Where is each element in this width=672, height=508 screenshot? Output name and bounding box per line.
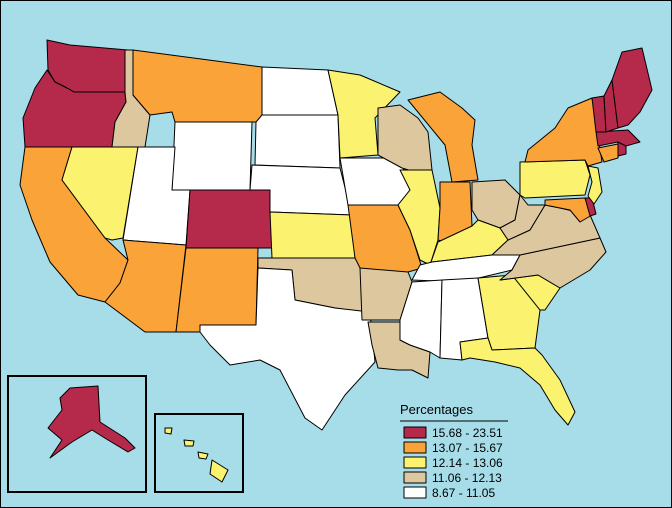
legend-swatch [403,471,427,484]
legend-label: 12.14 - 13.06 [432,456,503,470]
legend-swatch [403,441,427,454]
legend-item-3: 12.14 - 13.06 [403,456,503,470]
legend-label: 13.07 - 15.67 [432,441,503,455]
state-CT [597,143,619,163]
state-WV [499,194,546,241]
state-NJ [587,165,603,205]
state-NM [175,247,259,333]
legend-label: 11.06 - 12.13 [432,471,502,485]
legend-swatch [403,486,427,499]
state-WY [171,121,253,191]
state-NY [524,97,603,167]
alaska-inset-frame [7,375,147,493]
state-ME [611,47,653,129]
state-KS [269,211,356,259]
state-FL [459,337,576,426]
state-ND [261,66,339,116]
legend-item-2: 13.07 - 15.67 [403,441,503,455]
legend-title: Percentages [400,402,473,417]
state-MN [327,69,401,159]
legend-label: 8.67 - 11.05 [432,486,495,500]
legend-label: 15.68 - 23.51 [432,426,503,440]
state-AK [47,385,136,459]
state-MA [595,129,641,147]
hawaii-inset-frame [154,413,244,493]
state-MT [132,49,263,123]
state-TX [199,267,376,431]
state-SD [254,114,341,169]
state-IL [397,169,441,266]
legend-swatch [403,456,427,469]
state-PA [519,159,591,199]
state-CO [185,189,273,249]
state-HI [164,427,229,483]
legend-item-4: 11.06 - 12.13 [403,471,502,485]
legend-item-5: 8.67 - 11.05 [403,486,495,500]
state-MI [407,91,479,183]
legend-swatch [403,426,427,439]
legend-item-1: 15.68 - 23.51 [403,426,503,440]
legend: Percentages 15.68 - 23.51 13.07 - 15.67 … [400,402,508,500]
